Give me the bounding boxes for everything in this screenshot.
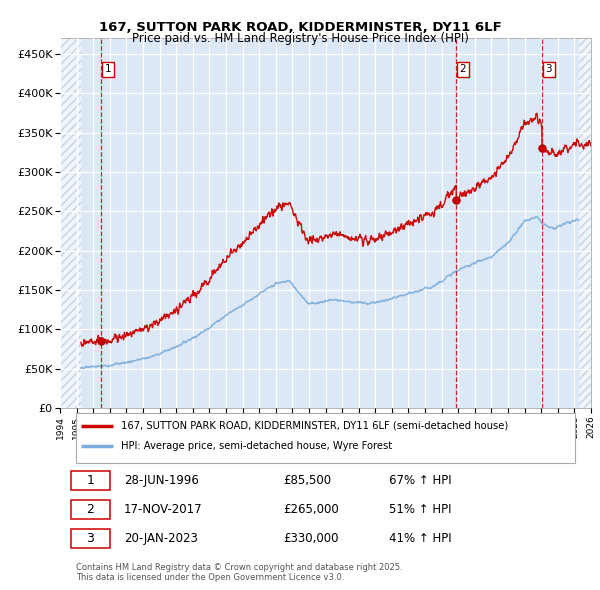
Text: 17-NOV-2017: 17-NOV-2017 — [124, 503, 202, 516]
Text: 41% ↑ HPI: 41% ↑ HPI — [389, 532, 452, 545]
Text: 67% ↑ HPI: 67% ↑ HPI — [389, 474, 452, 487]
Text: 28-JUN-1996: 28-JUN-1996 — [124, 474, 199, 487]
Text: 1: 1 — [86, 474, 94, 487]
Bar — [578, 38, 591, 408]
Text: 2: 2 — [86, 503, 94, 516]
Text: 3: 3 — [545, 64, 552, 74]
Text: £265,000: £265,000 — [283, 503, 339, 516]
Text: Contains HM Land Registry data © Crown copyright and database right 2025.
This d: Contains HM Land Registry data © Crown c… — [76, 563, 403, 582]
Text: 1: 1 — [104, 64, 111, 74]
FancyBboxPatch shape — [71, 500, 110, 519]
Text: £85,500: £85,500 — [283, 474, 331, 487]
Text: 20-JAN-2023: 20-JAN-2023 — [124, 532, 197, 545]
Text: £330,000: £330,000 — [283, 532, 338, 545]
FancyBboxPatch shape — [71, 529, 110, 548]
Text: 51% ↑ HPI: 51% ↑ HPI — [389, 503, 452, 516]
Bar — [60, 38, 81, 408]
Text: 2: 2 — [460, 64, 466, 74]
Text: 167, SUTTON PARK ROAD, KIDDERMINSTER, DY11 6LF (semi-detached house): 167, SUTTON PARK ROAD, KIDDERMINSTER, DY… — [121, 421, 508, 431]
FancyBboxPatch shape — [76, 414, 575, 463]
FancyBboxPatch shape — [71, 471, 110, 490]
Text: Price paid vs. HM Land Registry's House Price Index (HPI): Price paid vs. HM Land Registry's House … — [131, 32, 469, 45]
Text: 3: 3 — [86, 532, 94, 545]
Text: 167, SUTTON PARK ROAD, KIDDERMINSTER, DY11 6LF: 167, SUTTON PARK ROAD, KIDDERMINSTER, DY… — [98, 21, 502, 34]
Text: HPI: Average price, semi-detached house, Wyre Forest: HPI: Average price, semi-detached house,… — [121, 441, 392, 451]
